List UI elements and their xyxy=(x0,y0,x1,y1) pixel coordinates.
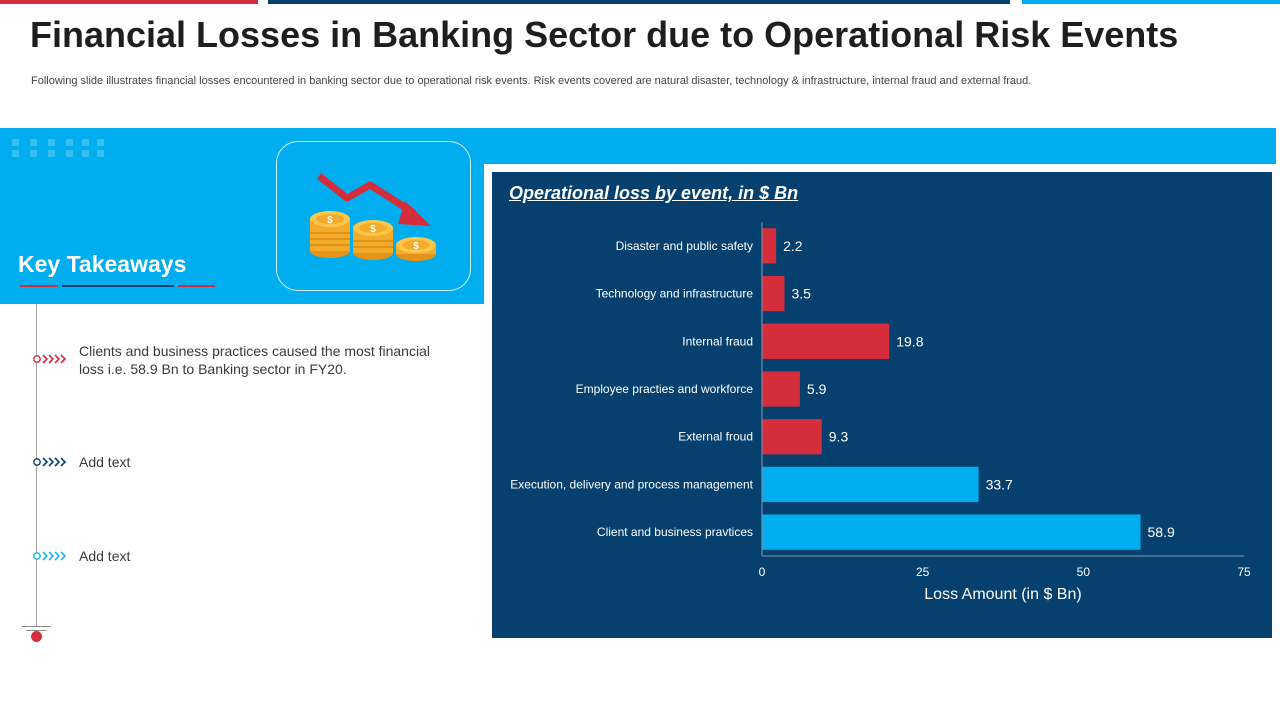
decor-dot xyxy=(12,139,19,146)
x-tick-label: 0 xyxy=(759,565,766,579)
decor-dot xyxy=(97,150,104,157)
bar xyxy=(762,419,822,455)
timeline-ground-line xyxy=(26,630,47,631)
bar xyxy=(762,466,979,503)
category-label: Internal fraud xyxy=(682,334,753,348)
decor-dot xyxy=(82,150,89,157)
value-label: 9.3 xyxy=(829,429,849,445)
key-takeaways-title: Key Takeaways xyxy=(18,251,187,277)
value-label: 19.8 xyxy=(896,333,923,349)
top-strip-blue xyxy=(1022,0,1280,4)
value-label: 33.7 xyxy=(986,476,1013,492)
decor-dot xyxy=(30,150,37,157)
top-strip-red xyxy=(0,0,258,4)
page-title: Financial Losses in Banking Sector due t… xyxy=(30,14,1179,55)
coins-with-falling-arrow-icon: $ $ $ xyxy=(310,173,436,261)
svg-text:$: $ xyxy=(370,224,376,235)
timeline-ground-line xyxy=(22,626,51,627)
category-label: Execution, delivery and process manageme… xyxy=(510,477,753,491)
decor-dot xyxy=(30,139,37,146)
x-tick-label: 50 xyxy=(1077,565,1091,579)
svg-text:$: $ xyxy=(413,241,419,252)
category-label: Client and business pravtices xyxy=(597,525,753,539)
illustration-card: $ $ $ xyxy=(276,141,471,291)
chart-title: Operational loss by event, in $ Bn xyxy=(509,183,799,203)
decor-dot xyxy=(82,139,89,146)
chevron-marker-icon xyxy=(33,354,67,364)
decor-dot xyxy=(48,150,55,157)
page-subtitle: Following slide illustrates financial lo… xyxy=(31,75,1032,87)
top-strip-navy xyxy=(268,0,1010,4)
x-axis-title: Loss Amount (in $ Bn) xyxy=(924,586,1081,603)
takeaway-item-3: Add text xyxy=(79,548,131,564)
category-label: Disaster and public safety xyxy=(616,239,753,253)
title-underline-red xyxy=(178,285,215,287)
takeaway-item-1: Clients and business practices caused th… xyxy=(79,343,430,377)
decor-dot xyxy=(66,150,73,157)
category-label: Technology and infrastructure xyxy=(596,287,754,301)
title-underline-navy xyxy=(62,285,174,287)
value-label: 2.2 xyxy=(783,238,803,254)
decor-dot xyxy=(12,150,19,157)
chart-panel xyxy=(492,172,1272,638)
x-tick-label: 25 xyxy=(916,565,930,579)
value-label: 5.9 xyxy=(807,381,827,397)
bar xyxy=(762,514,1141,550)
bar xyxy=(762,323,890,359)
title-underline-red xyxy=(20,285,58,287)
category-label: Employee practies and workforce xyxy=(576,382,754,396)
x-tick-label: 75 xyxy=(1237,565,1251,579)
chevron-marker-icon xyxy=(33,457,67,467)
bar xyxy=(762,371,800,407)
value-label: 58.9 xyxy=(1148,524,1175,540)
bar-chart: Disaster and public safety 2.2 Technology … xyxy=(510,222,1251,603)
svg-text:$: $ xyxy=(327,215,333,226)
chevron-marker-icon xyxy=(33,551,67,561)
bar xyxy=(762,275,785,312)
bar xyxy=(762,228,777,264)
takeaway-item-2: Add text xyxy=(79,454,131,470)
decor-dot xyxy=(66,139,73,146)
decor-dot xyxy=(97,139,104,146)
value-label: 3.5 xyxy=(791,286,811,302)
timeline-end-dot xyxy=(31,631,42,642)
category-label: External froud xyxy=(678,430,753,444)
decor-dot xyxy=(48,139,55,146)
